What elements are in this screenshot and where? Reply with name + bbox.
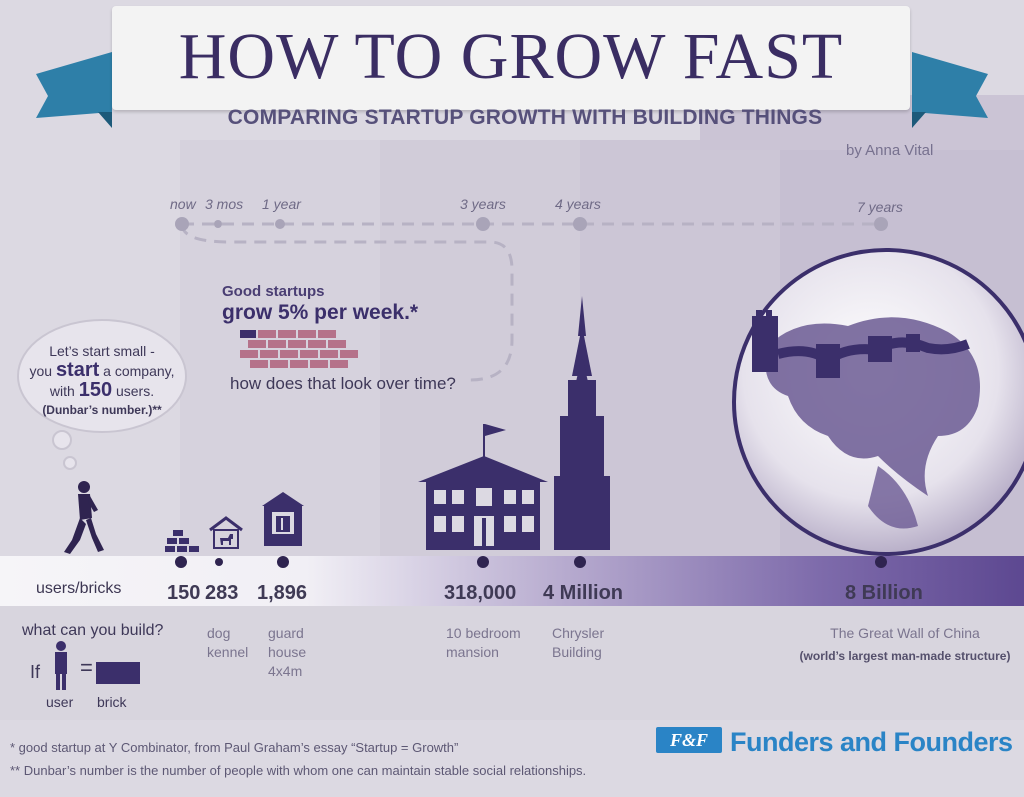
- timeline-label-1year: 1 year: [262, 196, 301, 212]
- legend-if: If: [30, 662, 41, 682]
- bubble-line-2: you start a company,: [22, 359, 182, 381]
- bubble-line-4: (Dunbar’s number.)**: [42, 403, 162, 417]
- brick-icon: [96, 662, 140, 684]
- mansion-icon: [418, 424, 548, 550]
- guard-house-icon: [262, 492, 304, 546]
- timeline-label-3mos: 3 mos: [205, 196, 244, 212]
- bricks-icon: [165, 530, 199, 552]
- value-1896: 1,896: [257, 582, 308, 604]
- ribbon-right-tail: [912, 52, 988, 128]
- byline: by Anna Vital: [846, 142, 934, 159]
- timeline-dot-3years: [476, 217, 490, 231]
- label-dog-kennel: dog kennel: [207, 624, 248, 662]
- bubble-text-post: users.: [112, 383, 155, 399]
- timeline-dot-1year: [275, 219, 285, 229]
- timeline-label-7years: 7 years: [857, 199, 903, 215]
- bubble-emphasis-150: 150: [78, 379, 113, 401]
- timeline-dot-3mos: [214, 220, 222, 228]
- timeline-label-4years: 4 years: [555, 196, 601, 212]
- bubble-text: Let’s start small - you start a company,…: [22, 342, 182, 420]
- label-line: dog: [207, 625, 231, 641]
- timeline-dot-4years: [573, 217, 587, 231]
- label-line: Chrysler: [552, 625, 605, 641]
- timeline-dot-7years: [874, 217, 888, 231]
- value-318000: 318,000: [444, 582, 517, 604]
- footnote-2: ** Dunbar’s number is the number of peop…: [10, 763, 587, 778]
- label-chrysler: Chrysler Building: [552, 624, 604, 662]
- bar-markers: [175, 556, 887, 568]
- legend-brick-label: brick: [97, 694, 127, 710]
- bubble-line-1: Let’s start small -: [49, 343, 155, 359]
- label-line: (world’s largest man-made structure): [799, 649, 1011, 663]
- label-line: house: [268, 644, 307, 660]
- value-4-million: 4 Million: [543, 582, 623, 604]
- bar-label-users-bricks: users/bricks: [36, 580, 122, 597]
- brick-wall-icon: [240, 330, 358, 368]
- label-line: 4x4m: [268, 663, 303, 679]
- logo-name[interactable]: Funders and Founders: [730, 727, 1013, 757]
- callout-question: how does that look over time?: [230, 374, 456, 393]
- bubble-emphasis-start: start: [55, 359, 100, 381]
- globe-great-wall-icon: [732, 248, 1024, 556]
- value-150: 150: [167, 582, 201, 604]
- footnote-1: * good startup at Y Combinator, from Pau…: [10, 740, 459, 755]
- label-guard-house: guard house 4x4m: [268, 624, 306, 681]
- page-subtitle: COMPARING STARTUP GROWTH WITH BUILDING T…: [227, 106, 823, 129]
- logo-mark-text: F&F: [669, 730, 708, 750]
- label-line: Building: [552, 644, 602, 660]
- timeline-label-now: now: [170, 196, 196, 212]
- callout-heading: Good startups: [222, 283, 325, 300]
- label-line: The Great Wall of China: [830, 625, 980, 641]
- label-line: mansion: [446, 644, 499, 660]
- page-title: HOW TO GROW FAST: [178, 20, 844, 93]
- chrysler-building-icon: [554, 296, 610, 550]
- bubble-text-pre: with: [49, 383, 79, 399]
- funders-founders-logo-mark: F&F: [656, 727, 722, 753]
- bubble-text-pre: you: [29, 363, 56, 379]
- walking-person-icon: [64, 481, 104, 554]
- legend-equals: =: [80, 655, 93, 680]
- label-line: 10 bedroom: [446, 625, 521, 641]
- timeline: [175, 217, 888, 382]
- dog-kennel-icon: [209, 516, 243, 549]
- title-banner: [112, 6, 910, 110]
- legend-user-label: user: [46, 694, 74, 710]
- label-great-wall: The Great Wall of China (world’s largest…: [790, 624, 1020, 666]
- value-283: 283: [205, 582, 239, 604]
- bubble-line-3: with 150 users.: [22, 379, 182, 401]
- timeline-dot-now: [175, 217, 189, 231]
- timeline-label-3years: 3 years: [460, 196, 506, 212]
- label-mansion: 10 bedroom mansion: [446, 624, 521, 662]
- bubble-text-post: a company,: [99, 363, 175, 379]
- thought-bubble: [17, 319, 187, 470]
- callout-growth-rate: grow 5% per week.*: [222, 301, 419, 324]
- ribbon-left-tail: [36, 52, 112, 128]
- build-question: what can you build?: [22, 622, 164, 639]
- user-icon: [55, 641, 67, 690]
- label-line: guard: [268, 625, 304, 641]
- value-8-billion: 8 Billion: [845, 582, 923, 604]
- label-line: kennel: [207, 644, 249, 660]
